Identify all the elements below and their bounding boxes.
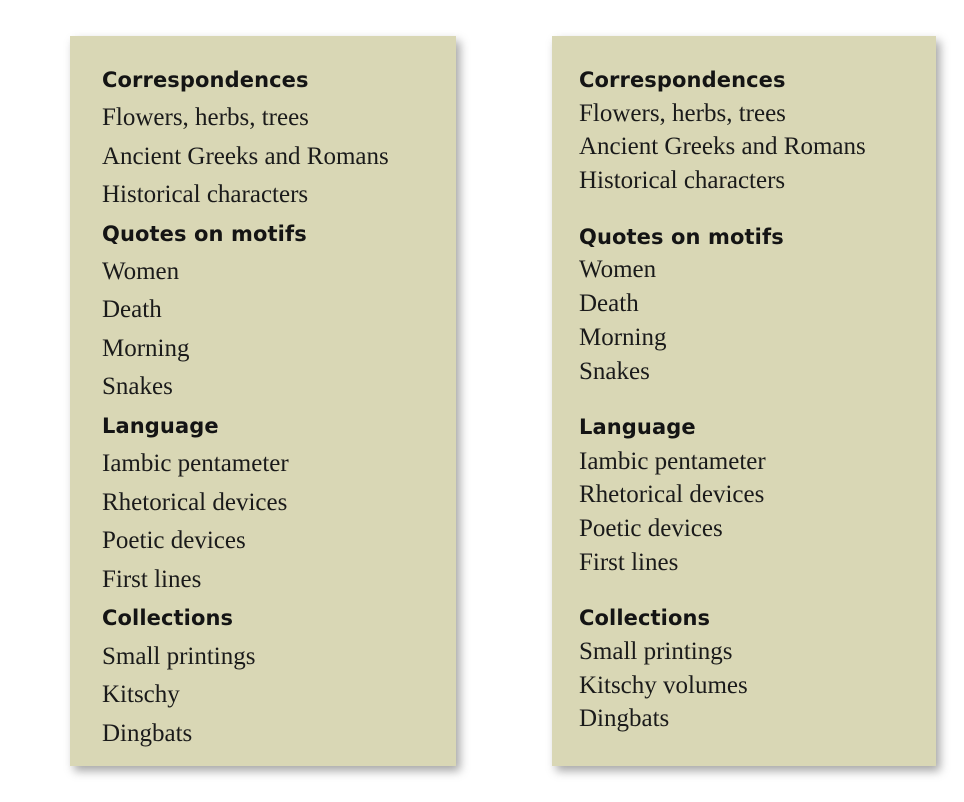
- section-title-language: Language: [579, 415, 696, 439]
- list-item: Flowers, herbs, trees: [102, 104, 309, 131]
- list-item: Historical characters: [102, 181, 309, 208]
- left-contents-card: Correspondences Flowers, herbs, trees An…: [70, 36, 456, 766]
- list-item: Poetic devices: [579, 515, 723, 542]
- section-title-correspondences: Correspondences: [102, 68, 309, 92]
- list-item: Ancient Greeks and Romans: [102, 143, 389, 170]
- list-item: Iambic pentameter: [102, 450, 289, 477]
- section-title-quotes-on-motifs: Quotes on motifs: [579, 225, 784, 249]
- list-item: Rhetorical devices: [102, 489, 288, 516]
- list-item: Morning: [579, 324, 667, 351]
- list-item: Kitschy volumes: [579, 672, 748, 699]
- list-item: First lines: [102, 566, 202, 593]
- list-item: Women: [102, 258, 180, 285]
- section-title-language: Language: [102, 414, 219, 438]
- list-item: Kitschy: [102, 681, 180, 708]
- list-item: Women: [579, 256, 657, 283]
- list-item: First lines: [579, 549, 679, 576]
- list-item: Snakes: [102, 373, 173, 400]
- list-item: Iambic pentameter: [579, 448, 766, 475]
- list-item: Small printings: [102, 643, 256, 670]
- list-item: Snakes: [579, 358, 650, 385]
- list-item: Ancient Greeks and Romans: [579, 133, 866, 160]
- section-title-correspondences: Correspondences: [579, 68, 786, 92]
- list-item: Historical characters: [579, 167, 786, 194]
- list-item: Poetic devices: [102, 527, 246, 554]
- list-item: Small printings: [579, 638, 733, 665]
- list-item: Death: [102, 296, 162, 323]
- list-item: Flowers, herbs, trees: [579, 100, 786, 127]
- list-item: Death: [579, 290, 639, 317]
- list-item: Dingbats: [579, 705, 670, 732]
- right-contents-card: Correspondences Flowers, herbs, trees An…: [552, 36, 936, 766]
- list-item: Morning: [102, 335, 190, 362]
- list-item: Dingbats: [102, 720, 193, 747]
- list-item: Rhetorical devices: [579, 481, 765, 508]
- section-title-collections: Collections: [102, 606, 234, 630]
- section-title-collections: Collections: [579, 606, 711, 630]
- section-title-quotes-on-motifs: Quotes on motifs: [102, 222, 307, 246]
